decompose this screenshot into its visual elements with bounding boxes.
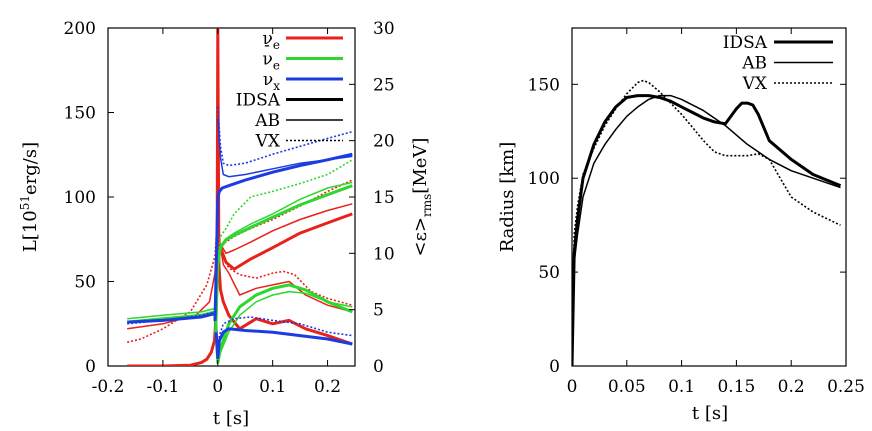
y-tick-label: 200 (64, 19, 96, 39)
series-line-13 (214, 159, 353, 333)
x-tick-label: 0.2 (314, 377, 341, 397)
legend-label: VX (255, 132, 281, 152)
y-tick-label: 150 (528, 75, 560, 95)
x-tick-label: 0.2 (778, 377, 805, 397)
legend-subscript: e (273, 59, 280, 73)
x-tick-label: 0 (212, 377, 223, 397)
left-y-label-exponent: 51 (18, 195, 32, 210)
x-tick-label: 0.15 (717, 377, 755, 397)
right-x-axis-label: t [s] (692, 403, 728, 424)
right-y-label-subscript: rms (420, 194, 434, 217)
right-y-axis-label: <ε>rms[MeV] (410, 138, 434, 257)
y2-tick-label: 5 (373, 301, 384, 321)
series-line-6 (127, 312, 353, 360)
legend-label: VX (742, 74, 768, 94)
right-series-group (572, 79, 842, 366)
y2-tick-label: 25 (373, 75, 395, 95)
legend-subscript: x (273, 79, 280, 93)
series-line-15 (217, 118, 353, 178)
legend-label: AB (254, 111, 280, 131)
series-line-1 (572, 94, 842, 366)
left-series-group (127, 28, 353, 366)
y2-tick-label: 30 (373, 19, 395, 39)
right-tick-group: 0 0.05 0.1 0.15 0.2 0.25 0 50 100 150 (528, 28, 865, 397)
x-tick-label: -0.1 (146, 377, 179, 397)
left-x-axis-label: t [s] (213, 408, 249, 429)
shock-radius-panel: 0 0.05 0.1 0.15 0.2 0.25 0 50 100 150 t [s] Radiu… (497, 27, 865, 424)
right-y-label-part1: <ε> (410, 217, 431, 257)
legend-label: AB (741, 54, 767, 74)
y2-tick-label: 0 (373, 357, 384, 377)
left-y-label-part1: L[10 (20, 210, 41, 252)
y-tick-label: 0 (549, 357, 560, 377)
left-tick-group: -0.2 -0.1 0 0.1 0.2 0 50 100 150 200 0 5 10 15 20 25 30 (64, 19, 395, 397)
legend-subscript: e (273, 38, 280, 52)
x-tick-label: 0 (567, 377, 578, 397)
series-line-14 (213, 152, 353, 321)
x-tick-label: 0.05 (608, 377, 646, 397)
series-line-10 (217, 179, 353, 249)
y2-tick-label: 20 (373, 132, 395, 152)
series-line-5 (127, 290, 353, 364)
y2-tick-label: 15 (373, 188, 395, 208)
clipped-series (572, 79, 842, 366)
y-tick-label: 50 (538, 263, 560, 283)
legend-label: IDSA (723, 33, 768, 53)
y-tick-label: 0 (85, 357, 96, 377)
x-tick-label: 0.25 (827, 377, 865, 397)
y2-tick-label: 10 (373, 244, 395, 264)
x-tick-label: -0.2 (92, 377, 125, 397)
clipped-series (127, 28, 353, 366)
right-y-label-part2: [MeV] (410, 138, 431, 194)
legend-accent-bar: - (264, 36, 270, 56)
y-tick-label: 50 (74, 273, 96, 293)
y-tick-label: 100 (528, 169, 560, 189)
x-tick-label: 0.1 (668, 377, 695, 397)
series-line-3 (572, 79, 841, 366)
left-y-axis-label: L[1051erg/s] (18, 142, 41, 252)
legend-label: IDSA (236, 91, 281, 111)
series-line-16 (217, 106, 353, 167)
series-line-8 (216, 212, 353, 271)
right-plot-frame (571, 27, 847, 367)
series-line-12 (214, 181, 353, 333)
y-tick-label: 100 (64, 188, 96, 208)
left-y-label-part2: erg/s] (20, 142, 41, 195)
series-line-7 (127, 310, 353, 353)
y-tick-label: 150 (64, 104, 96, 124)
series-line-2 (572, 94, 841, 366)
luminosity-energy-panel: -0.2 -0.1 0 0.1 0.2050100150200051015202530 … (18, 19, 434, 429)
x-tick-label: 0.1 (259, 377, 286, 397)
radius-y-axis-label: Radius [km] (497, 142, 518, 253)
